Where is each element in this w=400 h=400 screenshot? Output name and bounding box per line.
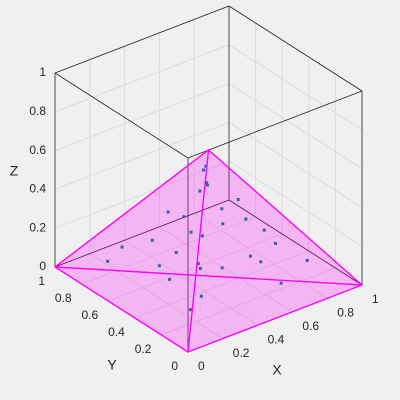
point	[204, 164, 208, 168]
grid-line	[54, 83, 230, 152]
x-axis-label: X	[272, 362, 282, 378]
grid-line	[89, 253, 224, 340]
point	[150, 238, 154, 242]
x-tick-label: 0.4	[268, 332, 285, 346]
point	[196, 262, 200, 266]
surface-face	[54, 149, 363, 286]
grid-line	[228, 121, 363, 208]
z-tick-label: 0.4	[29, 182, 46, 196]
z-tick-label: 0.2	[29, 220, 46, 234]
grid-line	[54, 44, 230, 113]
box-edge	[54, 199, 230, 268]
point	[182, 215, 186, 219]
box-edge	[228, 5, 363, 92]
point	[174, 251, 178, 255]
point	[198, 267, 202, 271]
point	[106, 259, 110, 263]
point	[120, 245, 124, 249]
y-axis-label: Y	[107, 357, 117, 373]
point	[188, 308, 192, 312]
point	[201, 168, 205, 172]
point	[305, 258, 309, 262]
point	[198, 189, 202, 193]
point	[262, 228, 266, 232]
point	[248, 254, 252, 258]
point	[205, 183, 209, 187]
point	[168, 277, 172, 281]
z-tick-label: 1	[39, 65, 46, 79]
box-edge	[54, 72, 189, 159]
point	[274, 241, 278, 245]
box-edge	[54, 5, 230, 74]
z-tick-label: 0.8	[29, 104, 46, 118]
box-edge	[228, 199, 363, 286]
grid-line	[124, 239, 258, 326]
grid-line	[159, 226, 293, 313]
point	[220, 266, 224, 270]
point	[200, 234, 204, 238]
y-tick-label: 0	[171, 359, 178, 373]
z-tick-label: 0.6	[29, 143, 46, 157]
grid-line	[228, 160, 363, 247]
grid-line	[108, 233, 283, 302]
box-edge	[187, 90, 363, 159]
point	[204, 181, 208, 185]
z-axis-label: Z	[10, 163, 19, 179]
z-tick-label: 0	[39, 259, 46, 273]
y-tick-label: 0.4	[108, 325, 125, 339]
grid-line	[193, 212, 328, 299]
grid-line	[228, 83, 363, 170]
point	[220, 207, 224, 211]
point	[279, 281, 283, 285]
y-tick-label: 0.2	[135, 342, 152, 356]
grid-line	[228, 44, 363, 131]
x-tick-label: 0.8	[337, 306, 354, 320]
grid-line	[134, 250, 309, 319]
grid-line	[54, 121, 230, 190]
point	[221, 222, 225, 226]
point	[259, 260, 263, 264]
y-tick-label: 1	[38, 274, 45, 288]
x-tick-label: 0.2	[233, 346, 250, 360]
x-tick-label: 0.6	[302, 319, 319, 333]
y-tick-label: 0.6	[82, 308, 99, 322]
point	[236, 198, 240, 202]
point	[244, 217, 248, 221]
point	[189, 230, 193, 234]
grid-line	[54, 160, 230, 229]
x-tick-label: 0	[198, 359, 205, 373]
y-tick-label: 0.8	[55, 291, 72, 305]
point	[166, 210, 170, 214]
point	[157, 264, 161, 268]
grid-line	[81, 216, 256, 285]
point	[199, 294, 203, 298]
x-tick-label: 1	[372, 292, 379, 306]
